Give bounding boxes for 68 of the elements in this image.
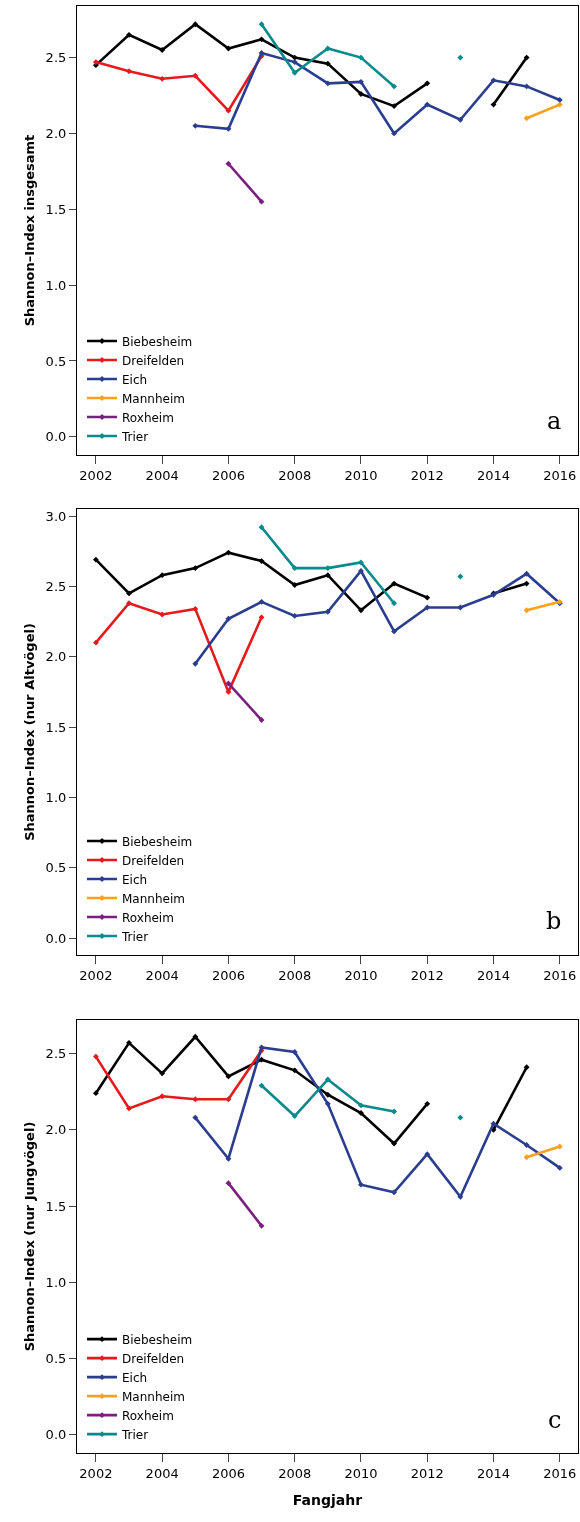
y-tick-label: 1.5 (45, 201, 67, 217)
legend-label: Mannheim (122, 891, 185, 906)
y-tick-label: 0.5 (45, 860, 67, 876)
legend-label: Eich (122, 372, 148, 387)
x-tick-label: 2014 (476, 467, 511, 483)
y-tick-label: 1.5 (45, 719, 67, 735)
x-tick-label: 2002 (79, 467, 113, 483)
y-tick-label: 1.5 (45, 1198, 67, 1214)
legend-label: Roxheim (122, 410, 174, 425)
legend-label: Roxheim (122, 1408, 174, 1423)
x-tick-label: 2012 (410, 967, 444, 983)
legend-label: Mannheim (122, 391, 185, 406)
legend-label: Eich (122, 1370, 148, 1385)
y-tick-label: 1.0 (45, 277, 67, 293)
legend-label: Biebesheim (122, 334, 193, 349)
x-tick-label: 2004 (145, 1465, 179, 1481)
y-tick-label: 2.5 (45, 1046, 67, 1062)
y-tick-label: 0.0 (45, 930, 67, 946)
y-tick-label: 0.5 (45, 353, 67, 369)
legend-label: Dreifelden (122, 1351, 185, 1366)
x-tick-label: 2004 (145, 467, 179, 483)
x-tick-label: 2016 (543, 467, 577, 483)
x-tick-label: 2010 (344, 1465, 378, 1481)
x-tick-label: 2016 (543, 1465, 577, 1481)
y-axis-title: Shannon–Index (nur Altvögel) (21, 623, 37, 841)
y-axis-title: Shannon–Index insgesamt (21, 134, 37, 327)
legend-label: Trier (121, 929, 149, 944)
x-tick-label: 2006 (211, 1465, 245, 1481)
x-tick-label: 2012 (410, 467, 444, 483)
y-tick-label: 2.5 (45, 578, 67, 594)
y-tick-label: 2.0 (45, 649, 67, 665)
legend-label: Trier (121, 429, 149, 444)
y-tick-label: 3.0 (45, 508, 67, 524)
y-tick-label: 2.0 (45, 125, 67, 141)
x-tick-label: 2008 (278, 467, 312, 483)
x-tick-label: 2010 (344, 467, 378, 483)
annotation: b (546, 907, 562, 935)
x-tick-label: 2012 (410, 1465, 444, 1481)
annotation: c (548, 1406, 562, 1434)
y-tick-label: 1.0 (45, 1274, 67, 1290)
x-tick-label: 2010 (344, 967, 378, 983)
legend-label: Mannheim (122, 1389, 185, 1404)
y-tick-label: 0.0 (45, 429, 67, 445)
x-tick-label: 2016 (543, 967, 577, 983)
x-tick-label: 2004 (145, 967, 179, 983)
x-tick-label: 2006 (211, 467, 245, 483)
y-tick-label: 0.0 (45, 1427, 67, 1443)
legend-label: Biebesheim (122, 834, 193, 849)
legend-label: Biebesheim (122, 1332, 193, 1347)
y-tick-label: 0.5 (45, 1351, 67, 1367)
y-axis-title: Shannon–Index (nur Jungvögel) (21, 1121, 37, 1352)
x-tick-label: 2002 (79, 967, 113, 983)
annotation: a (547, 407, 562, 435)
legend-label: Dreifelden (122, 353, 185, 368)
x-tick-label: 2008 (278, 967, 312, 983)
x-tick-label: 2014 (476, 967, 511, 983)
x-tick-label: 2008 (278, 1465, 312, 1481)
y-tick-label: 1.0 (45, 789, 67, 805)
x-tick-label: 2006 (211, 967, 245, 983)
x-axis-title: Fangjahr (292, 1492, 363, 1508)
x-tick-label: 2014 (476, 1465, 511, 1481)
legend-label: Eich (122, 872, 148, 887)
legend-label: Dreifelden (122, 853, 185, 868)
y-tick-label: 2.0 (45, 1122, 67, 1138)
y-tick-label: 2.5 (45, 50, 67, 66)
legend-label: Trier (121, 1427, 149, 1442)
x-tick-label: 2002 (79, 1465, 113, 1481)
legend-label: Roxheim (122, 910, 174, 925)
